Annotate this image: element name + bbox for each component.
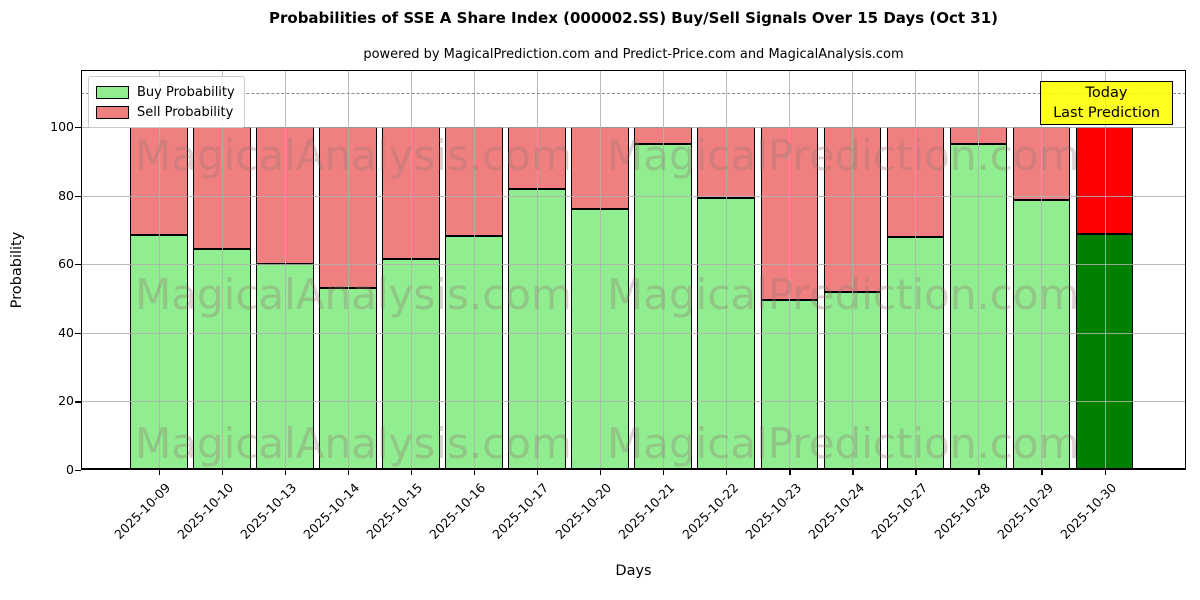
watermark-text: MagicalAnalysis.com — [135, 419, 572, 468]
y-tick-label: 60 — [58, 256, 74, 272]
grid-line-h — [81, 126, 1186, 128]
watermark-text: MagicalPrediction.com — [607, 131, 1080, 180]
grid-line-v — [915, 70, 917, 470]
watermark-text: MagicalAnalysis.com — [135, 270, 572, 319]
x-tick-label-text: 2025-10-17 — [489, 480, 552, 542]
x-tick-label-text: 2025-10-09 — [111, 480, 174, 542]
grid-line-v — [1041, 70, 1043, 470]
watermark-text: MagicalPrediction.com — [607, 419, 1080, 468]
x-tick-label-text: 2025-10-16 — [426, 480, 489, 542]
grid-line-h — [81, 332, 1186, 334]
today-annotation-line1: Today — [1085, 85, 1128, 101]
grid-line-v — [1104, 70, 1106, 470]
x-tick-label-text: 2025-10-21 — [615, 480, 678, 542]
x-tick — [284, 470, 287, 475]
x-tick — [726, 470, 728, 475]
x-tick-label-text: 2025-10-29 — [994, 480, 1057, 542]
y-tick-label: 20 — [58, 393, 74, 409]
grid-line-v — [600, 70, 602, 470]
legend-label-buy: Buy Probability — [137, 84, 235, 100]
y-tick — [75, 470, 81, 472]
x-tick-label-text: 2025-10-10 — [174, 480, 237, 542]
x-tick-label-text: 2025-10-24 — [804, 480, 867, 542]
grid-line-v — [221, 70, 223, 470]
grid-line-v — [347, 70, 349, 470]
grid-line-v — [537, 70, 539, 470]
chart-title: Probabilities of SSE A Share Index (0000… — [269, 9, 998, 27]
x-tick — [221, 470, 224, 475]
sell-swatch-icon — [96, 105, 129, 119]
x-tick-label-text: 2025-10-15 — [363, 480, 426, 542]
y-tick — [75, 195, 81, 197]
grid-line-h — [81, 264, 1186, 266]
y-tick — [75, 401, 81, 403]
dashed-threshold-line — [81, 92, 1186, 94]
y-tick-label: 40 — [58, 324, 74, 340]
y-tick-label: 100 — [50, 118, 74, 134]
x-tick — [474, 470, 476, 475]
x-axis-label: Days — [615, 563, 652, 579]
x-tick — [410, 470, 413, 475]
grid-line-v — [978, 70, 980, 470]
x-tick — [852, 470, 854, 475]
x-tick-label-text: 2025-10-20 — [552, 480, 615, 542]
chart-subtitle: powered by MagicalPrediction.com and Pre… — [363, 47, 904, 62]
y-tick — [75, 264, 81, 266]
grid-line-v — [158, 70, 160, 470]
x-tick-label-text: 2025-10-28 — [931, 480, 993, 542]
y-tick — [75, 126, 81, 129]
x-tick — [158, 470, 161, 475]
x-tick — [347, 470, 350, 475]
grid-line-v — [789, 70, 791, 470]
x-tick-label-text: 2025-10-14 — [300, 480, 363, 542]
today-annotation: Today Last Prediction — [1040, 81, 1173, 125]
x-tick — [600, 470, 602, 475]
x-tick — [537, 470, 539, 475]
grid-line-h — [81, 195, 1186, 197]
grid-line-v — [284, 70, 286, 470]
x-tick — [1104, 470, 1106, 475]
watermark-text: MagicalPrediction.com — [607, 270, 1080, 319]
x-tick — [915, 470, 917, 475]
watermark-text: MagicalAnalysis.com — [135, 131, 572, 180]
x-tick — [978, 470, 980, 475]
grid-line-v — [852, 70, 854, 470]
legend: Buy Probability Sell Probability — [88, 76, 245, 128]
legend-item-buy: Buy Probability — [96, 82, 235, 102]
grid-line-v — [726, 70, 728, 470]
x-tick-label-text: 2025-10-30 — [1057, 480, 1120, 542]
legend-label-sell: Sell Probability — [137, 104, 234, 120]
y-tick-label: 80 — [58, 187, 74, 203]
x-tick — [1041, 470, 1043, 475]
grid-line-h — [81, 401, 1186, 403]
y-tick-label: 0 — [66, 462, 74, 477]
grid-line-v — [474, 70, 475, 470]
x-tick-label-text: 2025-10-13 — [237, 480, 300, 542]
grid-line-v — [410, 70, 412, 470]
buy-swatch-icon — [96, 85, 129, 99]
legend-item-sell: Sell Probability — [96, 102, 235, 122]
today-annotation-line2: Last Prediction — [1053, 105, 1160, 121]
grid-line-v — [663, 70, 665, 470]
x-tick — [663, 470, 665, 475]
x-tick-label-text: 2025-10-22 — [678, 480, 741, 542]
y-tick — [75, 332, 81, 335]
x-tick — [789, 470, 791, 475]
x-tick-label-text: 2025-10-23 — [741, 480, 804, 542]
x-tick-label-text: 2025-10-27 — [867, 480, 930, 542]
